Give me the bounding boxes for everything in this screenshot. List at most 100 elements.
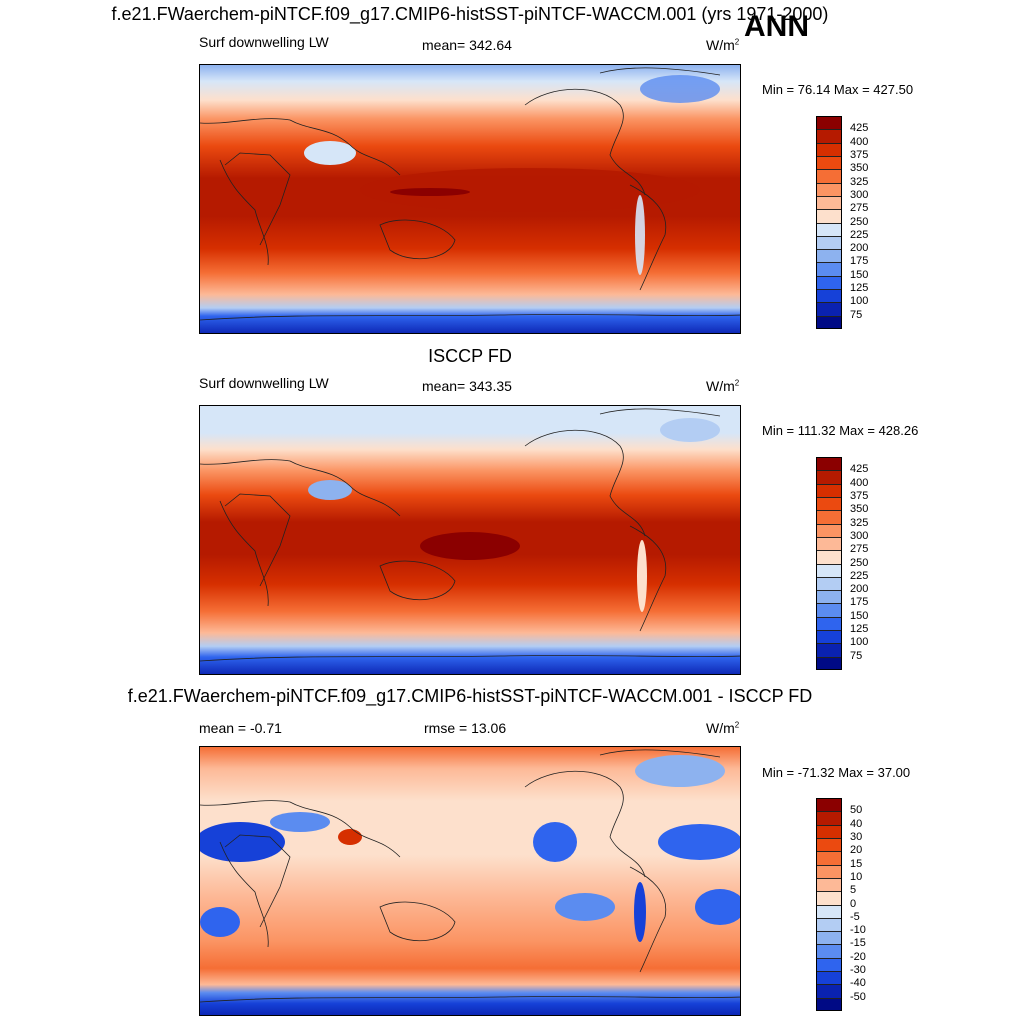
panel2-map: [199, 405, 741, 675]
colorbar-tick-label: 200: [850, 242, 869, 255]
panel1-minmax: Min = 76.14 Max = 427.50: [762, 82, 914, 97]
panel1-units: W/m2: [706, 37, 740, 53]
colorbar-tick-label: -40: [850, 977, 866, 990]
colorbar-cell: [816, 891, 842, 905]
colorbar-tick-label: 300: [850, 529, 869, 542]
colorbar-cell: [816, 603, 842, 617]
panel2-coastlines: [200, 408, 740, 662]
colorbar-tick-label: 375: [850, 489, 869, 502]
season-label: ANN: [744, 10, 809, 43]
colorbar-cell: [816, 249, 842, 263]
colorbar-tick-label: 150: [850, 268, 869, 281]
colorbar-cell: [816, 837, 842, 852]
colorbar-tick-label: 5: [850, 884, 857, 897]
panel2-minmax: Min = 111.32 Max = 428.26: [762, 423, 919, 438]
panel1-colorbar-frame: [816, 116, 842, 329]
colorbar-tick-label: 275: [850, 543, 869, 556]
colorbar-cell: [816, 864, 842, 878]
panel1-variable: Surf downwelling LW: [199, 34, 329, 50]
colorbar-tick-label: 75: [850, 308, 863, 321]
colorbar-cell: [816, 169, 842, 183]
panel2-title: ISCCP FD: [428, 346, 512, 366]
colorbar-tick-label: 250: [850, 215, 869, 228]
colorbar-cell: [816, 630, 842, 644]
colorbar-tick-label: 15: [850, 857, 863, 870]
colorbar-tick-label: 400: [850, 476, 869, 489]
colorbar-tick-label: 425: [850, 122, 869, 135]
colorbar-cell: [816, 616, 842, 631]
colorbar-cell: [816, 811, 842, 825]
colorbar-cell: [816, 209, 842, 223]
colorbar-tick-label: 175: [850, 255, 869, 268]
colorbar-tick-label: 10: [850, 870, 863, 883]
colorbar-cell: [816, 984, 842, 998]
panel2-mean: mean= 343.35: [422, 378, 512, 394]
panel1-coastlines: [200, 67, 740, 321]
panel2-colorbar: [816, 457, 842, 670]
colorbar-cell: [816, 496, 842, 511]
colorbar-tick-label: 125: [850, 623, 869, 636]
colorbar-tick-label: 325: [850, 516, 869, 529]
colorbar-tick-label: 200: [850, 583, 869, 596]
colorbar-cell: [816, 195, 842, 210]
colorbar-cell: [816, 931, 842, 945]
colorbar-tick-label: 100: [850, 636, 869, 649]
panel1-map: [199, 64, 741, 334]
colorbar-tick-label: 350: [850, 162, 869, 175]
colorbar-cell: [816, 971, 842, 985]
colorbar-cell: [816, 563, 842, 577]
colorbar-tick-label: 100: [850, 295, 869, 308]
panel1-map-field: [200, 65, 740, 333]
colorbar-cell: [816, 155, 842, 170]
colorbar-tick-label: -30: [850, 964, 866, 977]
panel2-colorbar-frame: [816, 457, 842, 670]
colorbar-cell: [816, 824, 842, 838]
colorbar-tick-label: 400: [850, 135, 869, 148]
colorbar-tick-label: 175: [850, 596, 869, 609]
colorbar-cell: [816, 470, 842, 484]
colorbar-tick-label: 425: [850, 463, 869, 476]
panel1-mean: mean= 342.64: [422, 37, 512, 53]
panel3-map: [199, 746, 741, 1016]
colorbar-cell: [816, 944, 842, 958]
panel1-colorbar: [816, 116, 842, 329]
colorbar-cell: [816, 643, 842, 657]
colorbar-tick-label: 125: [850, 282, 869, 295]
colorbar-tick-label: 375: [850, 148, 869, 161]
colorbar-tick-label: 225: [850, 228, 869, 241]
colorbar-tick-label: 350: [850, 503, 869, 516]
colorbar-tick-label: -5: [850, 910, 860, 923]
colorbar-tick-label: 0: [850, 897, 857, 910]
colorbar-tick-label: -15: [850, 937, 866, 950]
colorbar-cell: [816, 997, 842, 1011]
colorbar-tick-label: -10: [850, 924, 866, 937]
colorbar-tick-label: 40: [850, 817, 863, 830]
colorbar-cell: [816, 222, 842, 236]
colorbar-cell: [816, 262, 842, 276]
colorbar-cell: [816, 590, 842, 604]
panel3-colorbar-frame: [816, 798, 842, 1011]
colorbar-cell: [816, 550, 842, 564]
panel3-units: W/m2: [706, 720, 740, 736]
colorbar-cell: [816, 904, 842, 918]
panel3-title: f.e21.FWaerchem-piNTCF.f09_g17.CMIP6-his…: [127, 686, 813, 706]
colorbar-tick-label: 225: [850, 569, 869, 582]
colorbar-tick-label: 300: [850, 188, 869, 201]
colorbar-cell: [816, 129, 842, 143]
colorbar-cell: [816, 851, 842, 865]
colorbar-tick-label: -20: [850, 950, 866, 963]
colorbar-cell: [816, 656, 842, 670]
panel2-variable: Surf downwelling LW: [199, 375, 329, 391]
colorbar-cell: [816, 315, 842, 329]
colorbar-tick-label: -50: [850, 990, 866, 1003]
colorbar-cell: [816, 917, 842, 932]
colorbar-cell: [816, 957, 842, 972]
colorbar-tick-label: 30: [850, 830, 863, 843]
panel2-units: W/m2: [706, 378, 740, 394]
panel3-colorbar: [816, 798, 842, 1011]
panel2-map-field: [200, 406, 740, 674]
colorbar-tick-label: 150: [850, 609, 869, 622]
panel3-map-field: [200, 747, 740, 1015]
colorbar-cell: [816, 302, 842, 316]
colorbar-cell: [816, 235, 842, 250]
